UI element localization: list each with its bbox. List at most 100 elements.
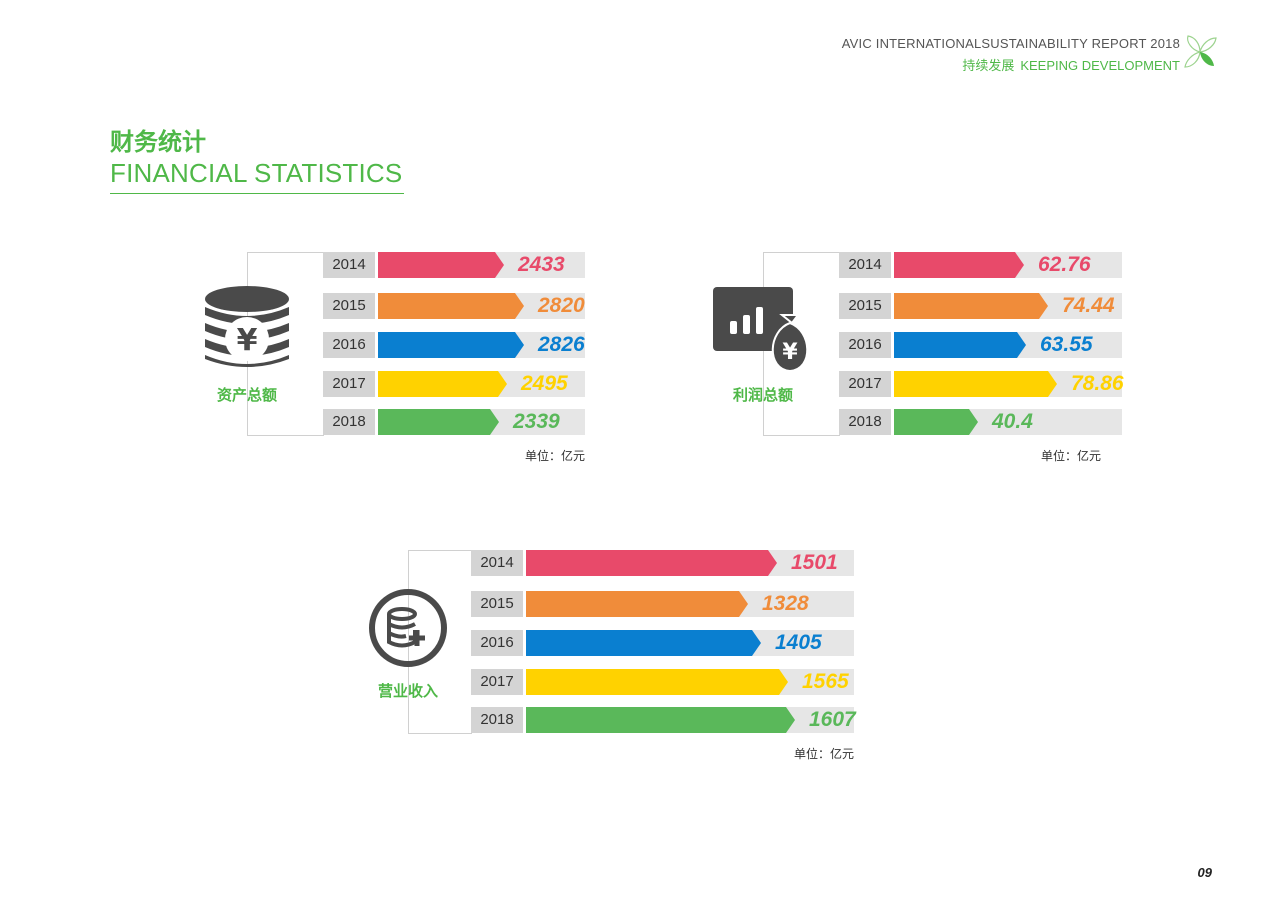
bar-row-2016: 2016 63.55 <box>839 332 1122 358</box>
value-label-2018: 1607 <box>809 708 856 731</box>
year-label: 2016 <box>323 332 375 358</box>
bar-row-2017: 2017 1565 <box>471 669 854 695</box>
total-profit-label: 利润总额 <box>732 387 793 404</box>
bar-2016 <box>526 630 761 656</box>
bar-track: 1328 <box>526 591 854 617</box>
value-label-2016: 63.55 <box>1040 333 1093 356</box>
bar-track: 1405 <box>526 630 854 656</box>
bar-track: 2433 <box>378 252 585 278</box>
bar-row-2016: 2016 2826 <box>323 332 585 358</box>
bar-row-2017: 2017 2495 <box>323 371 585 397</box>
bar-2017 <box>894 371 1057 397</box>
total-assets-label: 资产总额 <box>216 387 277 404</box>
bar-row-2014: 2014 2433 <box>323 252 585 278</box>
value-label-2014: 62.76 <box>1038 253 1091 276</box>
section-title-cn: 财务统计 <box>110 129 206 156</box>
year-label: 2018 <box>839 409 891 435</box>
bar-row-2018: 2018 40.4 <box>839 409 1122 435</box>
title-divider <box>110 193 404 194</box>
report-subtitle-cn: 持续发展 <box>962 58 1015 73</box>
bar-row-2018: 2018 1607 <box>471 707 856 733</box>
database-plus-icon <box>369 589 447 667</box>
coin-stack-yuan-icon: ¥ <box>205 286 289 367</box>
operating-revenue-unit: 单位：亿元 <box>793 747 854 761</box>
year-label: 2018 <box>471 707 523 733</box>
bar-2014 <box>378 252 504 278</box>
bar-track: 74.44 <box>894 293 1122 319</box>
bar-track: 2826 <box>378 332 585 358</box>
value-label-2016: 2826 <box>538 333 585 356</box>
value-label-2017: 1565 <box>802 670 849 693</box>
year-label: 2014 <box>839 252 891 278</box>
bar-2016 <box>378 332 524 358</box>
value-label-2018: 40.4 <box>992 410 1033 433</box>
value-label-2014: 2433 <box>518 253 565 276</box>
bar-track: 2820 <box>378 293 585 319</box>
bar-2018 <box>526 707 795 733</box>
bar-2014 <box>526 550 777 576</box>
value-label-2015: 2820 <box>538 294 585 317</box>
total-assets-unit: 单位：亿元 <box>524 449 585 463</box>
bar-track: 62.76 <box>894 252 1122 278</box>
value-label-2017: 78.86 <box>1071 372 1124 395</box>
report-subtitle-en: KEEPING DEVELOPMENT <box>1020 58 1180 73</box>
bar-track: 40.4 <box>894 409 1122 435</box>
report-subtitle: 持续发展 KEEPING DEVELOPMENT <box>842 55 1180 74</box>
year-label: 2016 <box>471 630 523 656</box>
section-title-en: FINANCIAL STATISTICS <box>110 158 403 188</box>
bar-2018 <box>378 409 499 435</box>
bar-row-2018: 2018 2339 <box>323 409 585 435</box>
bar-row-2014: 2014 1501 <box>471 550 854 576</box>
year-label: 2015 <box>323 293 375 319</box>
bar-track: 1565 <box>526 669 854 695</box>
bar-track: 1607 <box>526 707 856 733</box>
bar-row-2015: 2015 74.44 <box>839 293 1122 319</box>
bar-2018 <box>894 409 978 435</box>
bar-2015 <box>378 293 524 319</box>
value-label-2015: 74.44 <box>1062 294 1115 317</box>
bar-row-2016: 2016 1405 <box>471 630 854 656</box>
value-label-2018: 2339 <box>513 410 560 433</box>
year-label: 2015 <box>839 293 891 319</box>
bar-track: 78.86 <box>894 371 1124 397</box>
bar-row-2015: 2015 1328 <box>471 591 854 617</box>
total-profit-unit: 单位：亿元 <box>1040 449 1101 463</box>
year-label: 2014 <box>323 252 375 278</box>
bar-2015 <box>894 293 1048 319</box>
bar-2014 <box>894 252 1024 278</box>
bar-2016 <box>894 332 1026 358</box>
bar-row-2017: 2017 78.86 <box>839 371 1124 397</box>
operating-revenue-label: 营业收入 <box>377 683 438 700</box>
year-label: 2014 <box>471 550 523 576</box>
bar-2015 <box>526 591 748 617</box>
page-number: 09 <box>1197 865 1212 880</box>
value-label-2017: 2495 <box>521 372 568 395</box>
report-header: AVIC INTERNATIONALSUSTAINABILITY REPORT … <box>842 36 1180 74</box>
bar-row-2014: 2014 62.76 <box>839 252 1122 278</box>
year-label: 2016 <box>839 332 891 358</box>
bar-track: 1501 <box>526 550 854 576</box>
year-label: 2017 <box>323 371 375 397</box>
year-label: 2017 <box>839 371 891 397</box>
value-label-2016: 1405 <box>775 631 822 654</box>
year-label: 2017 <box>471 669 523 695</box>
year-label: 2015 <box>471 591 523 617</box>
bar-track: 2495 <box>378 371 585 397</box>
report-title: AVIC INTERNATIONALSUSTAINABILITY REPORT … <box>841 36 1180 51</box>
bar-2017 <box>526 669 788 695</box>
bar-track: 63.55 <box>894 332 1122 358</box>
year-label: 2018 <box>323 409 375 435</box>
bar-track: 2339 <box>378 409 585 435</box>
value-label-2015: 1328 <box>762 592 809 615</box>
svg-text:¥: ¥ <box>237 323 258 358</box>
svg-text:¥: ¥ <box>782 340 798 365</box>
bar-2017 <box>378 371 507 397</box>
bar-chart-money-bag-icon: ¥ <box>713 287 809 373</box>
bar-row-2015: 2015 2820 <box>323 293 585 319</box>
leaf-logo-icon <box>1184 35 1217 68</box>
panel-bracket <box>408 550 472 734</box>
value-label-2014: 1501 <box>791 551 838 574</box>
